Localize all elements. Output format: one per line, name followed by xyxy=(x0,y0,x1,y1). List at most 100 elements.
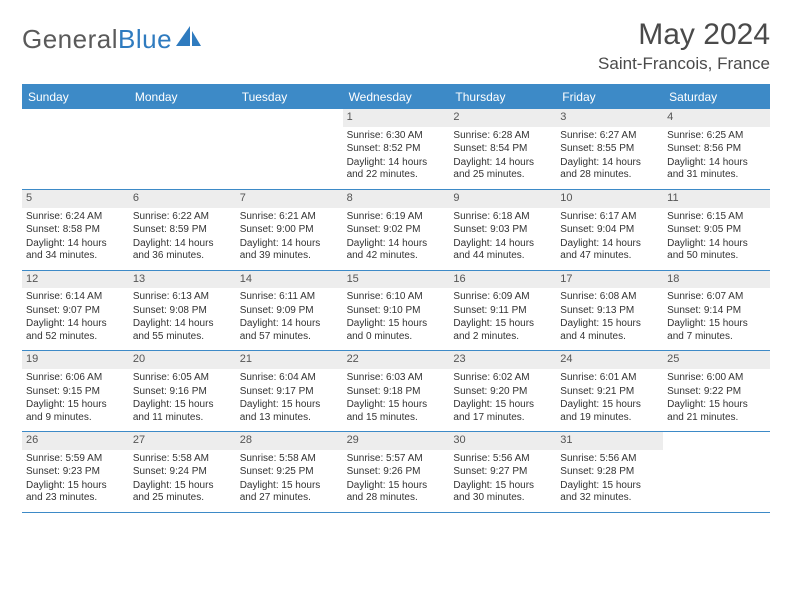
sunset-line: Sunset: 9:25 PM xyxy=(240,466,339,479)
daylight-line: Daylight: 15 hours and 4 minutes. xyxy=(560,318,659,343)
day-header: Monday xyxy=(129,86,236,109)
week-row: ...1Sunrise: 6:30 AMSunset: 8:52 PMDayli… xyxy=(22,109,770,190)
sunset-line: Sunset: 8:59 PM xyxy=(133,224,232,237)
day-cell: 21Sunrise: 6:04 AMSunset: 9:17 PMDayligh… xyxy=(236,351,343,431)
daylight-line: Daylight: 14 hours and 42 minutes. xyxy=(347,238,446,263)
day-number: 24 xyxy=(556,351,663,369)
daylight-line: Daylight: 14 hours and 34 minutes. xyxy=(26,238,125,263)
daylight-line: Daylight: 15 hours and 23 minutes. xyxy=(26,480,125,505)
day-number: 23 xyxy=(449,351,556,369)
sunset-line: Sunset: 9:04 PM xyxy=(560,224,659,237)
day-cell: 18 Sunrise: 6:07 AMSunset: 9:14 PMDayligh… xyxy=(663,271,770,351)
daylight-line: Daylight: 14 hours and 47 minutes. xyxy=(560,238,659,263)
day-cell: 6 Sunrise: 6:22 AMSunset: 8:59 PMDaylight… xyxy=(129,190,236,270)
sunrise-line: Sunrise: 5:58 AM xyxy=(133,453,232,466)
day-cell: 3Sunrise: 6:27 AMSunset: 8:55 PMDaylight… xyxy=(556,109,663,189)
sunset-line: Sunset: 9:18 PM xyxy=(347,386,446,399)
day-cell: 28Sunrise: 5:58 AMSunset: 9:25 PMDayligh… xyxy=(236,432,343,512)
daylight-line: Daylight: 15 hours and 25 minutes. xyxy=(133,480,232,505)
day-number: 19 xyxy=(22,351,129,369)
day-number: 10 xyxy=(556,190,663,208)
sunrise-line: Sunrise: 6:18 AM xyxy=(453,211,552,224)
day-cell: 8Sunrise: 6:19 AMSunset: 9:02 PMDaylight… xyxy=(343,190,450,270)
sunset-line: Sunset: 9:02 PM xyxy=(347,224,446,237)
day-number: 4 xyxy=(663,109,770,127)
sunset-line: Sunset: 9:07 PM xyxy=(26,305,125,318)
sunrise-line: Sunrise: 6:21 AM xyxy=(240,211,339,224)
logo-word-1: General xyxy=(22,24,118,54)
day-cell: 26Sunrise: 5:59 AMSunset: 9:23 PMDayligh… xyxy=(22,432,129,512)
day-cell: 14Sunrise: 6:11 AMSunset: 9:09 PMDayligh… xyxy=(236,271,343,351)
day-number: 27 xyxy=(129,432,236,450)
sunset-line: Sunset: 9:00 PM xyxy=(240,224,339,237)
day-number: 1 xyxy=(343,109,450,127)
week-row: 26Sunrise: 5:59 AMSunset: 9:23 PMDayligh… xyxy=(22,432,770,513)
daylight-line: Daylight: 15 hours and 28 minutes. xyxy=(347,480,446,505)
daylight-line: Daylight: 15 hours and 2 minutes. xyxy=(453,318,552,343)
day-number: 28 xyxy=(236,432,343,450)
sunset-line: Sunset: 9:03 PM xyxy=(453,224,552,237)
daylight-line: Daylight: 14 hours and 28 minutes. xyxy=(560,157,659,182)
daylight-line: Daylight: 15 hours and 21 minutes. xyxy=(667,399,766,424)
day-cell: . xyxy=(129,109,236,189)
day-cell: 11Sunrise: 6:15 AMSunset: 9:05 PMDayligh… xyxy=(663,190,770,270)
sunrise-line: Sunrise: 6:13 AM xyxy=(133,291,232,304)
sunset-line: Sunset: 9:14 PM xyxy=(667,305,766,318)
logo-text: GeneralBlue xyxy=(22,24,172,55)
sunset-line: Sunset: 9:21 PM xyxy=(560,386,659,399)
sunset-line: Sunset: 9:05 PM xyxy=(667,224,766,237)
day-number: 3 xyxy=(556,109,663,127)
sunset-line: Sunset: 8:56 PM xyxy=(667,143,766,156)
sunset-line: Sunset: 8:58 PM xyxy=(26,224,125,237)
sunset-line: Sunset: 9:16 PM xyxy=(133,386,232,399)
day-number: 8 xyxy=(343,190,450,208)
sunset-line: Sunset: 9:24 PM xyxy=(133,466,232,479)
sunset-line: Sunset: 9:08 PM xyxy=(133,305,232,318)
sunset-line: Sunset: 9:27 PM xyxy=(453,466,552,479)
sunrise-line: Sunrise: 6:10 AM xyxy=(347,291,446,304)
day-cell: . xyxy=(663,432,770,512)
daylight-line: Daylight: 14 hours and 39 minutes. xyxy=(240,238,339,263)
sunrise-line: Sunrise: 6:08 AM xyxy=(560,291,659,304)
sunset-line: Sunset: 8:54 PM xyxy=(453,143,552,156)
day-number: 13 xyxy=(129,271,236,289)
sunset-line: Sunset: 9:17 PM xyxy=(240,386,339,399)
day-cell: 27 Sunrise: 5:58 AMSunset: 9:24 PMDayligh… xyxy=(129,432,236,512)
day-cell: 2Sunrise: 6:28 AMSunset: 8:54 PMDaylight… xyxy=(449,109,556,189)
daylight-line: Daylight: 15 hours and 0 minutes. xyxy=(347,318,446,343)
weeks-container: ...1Sunrise: 6:30 AMSunset: 8:52 PMDayli… xyxy=(22,109,770,513)
sunrise-line: Sunrise: 6:07 AM xyxy=(667,291,766,304)
day-header: Wednesday xyxy=(343,86,450,109)
daylight-line: Daylight: 15 hours and 7 minutes. xyxy=(667,318,766,343)
day-cell: 13Sunrise: 6:13 AMSunset: 9:08 PMDayligh… xyxy=(129,271,236,351)
daylight-line: Daylight: 15 hours and 13 minutes. xyxy=(240,399,339,424)
day-cell: 12Sunrise: 6:14 AMSunset: 9:07 PMDayligh… xyxy=(22,271,129,351)
day-number: 9 xyxy=(449,190,556,208)
day-number: 6 xyxy=(129,190,236,208)
location: Saint-Francois, France xyxy=(598,54,770,74)
day-number: 26 xyxy=(22,432,129,450)
sunrise-line: Sunrise: 6:30 AM xyxy=(347,130,446,143)
day-number: 21 xyxy=(236,351,343,369)
sunset-line: Sunset: 8:52 PM xyxy=(347,143,446,156)
day-header: Sunday xyxy=(22,86,129,109)
sunrise-line: Sunrise: 6:14 AM xyxy=(26,291,125,304)
day-header: Saturday xyxy=(663,86,770,109)
week-row: 19Sunrise: 6:06 AMSunset: 9:15 PMDayligh… xyxy=(22,351,770,432)
daylight-line: Daylight: 14 hours and 22 minutes. xyxy=(347,157,446,182)
sunrise-line: Sunrise: 6:05 AM xyxy=(133,372,232,385)
sunrise-line: Sunrise: 6:22 AM xyxy=(133,211,232,224)
page: GeneralBlue May 2024 Saint-Francois, Fra… xyxy=(0,0,792,523)
day-cell: 1 Sunrise: 6:30 AMSunset: 8:52 PMDaylight… xyxy=(343,109,450,189)
sunrise-line: Sunrise: 5:56 AM xyxy=(453,453,552,466)
daylight-line: Daylight: 15 hours and 9 minutes. xyxy=(26,399,125,424)
day-number: 20 xyxy=(129,351,236,369)
week-row: 12Sunrise: 6:14 AMSunset: 9:07 PMDayligh… xyxy=(22,271,770,352)
daylight-line: Daylight: 14 hours and 31 minutes. xyxy=(667,157,766,182)
logo: GeneralBlue xyxy=(22,24,202,55)
day-number: 18 xyxy=(663,271,770,289)
sunrise-line: Sunrise: 5:56 AM xyxy=(560,453,659,466)
sunrise-line: Sunrise: 6:00 AM xyxy=(667,372,766,385)
daylight-line: Daylight: 14 hours and 36 minutes. xyxy=(133,238,232,263)
daylight-line: Daylight: 15 hours and 27 minutes. xyxy=(240,480,339,505)
